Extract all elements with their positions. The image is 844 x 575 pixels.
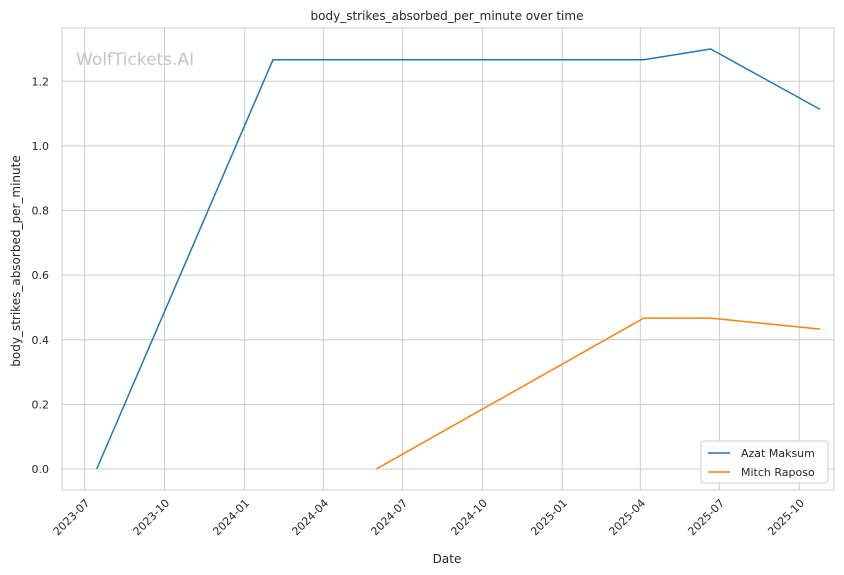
plot-frame xyxy=(61,27,835,491)
watermark: WolfTickets.AI xyxy=(76,50,194,70)
legend-label-azat-maksum: Azat Maksum xyxy=(741,447,815,460)
legend-box xyxy=(700,440,829,484)
legend: Azat Maksum Mitch Raposo xyxy=(700,440,829,484)
y-tick-label: 1.0 xyxy=(32,140,50,153)
series-lines xyxy=(96,48,821,470)
y-tick-label: 0.0 xyxy=(32,463,50,476)
series-line-azat-maksum xyxy=(96,48,821,470)
grid-lines xyxy=(62,28,834,490)
y-tick-label: 0.2 xyxy=(32,398,50,411)
chart-title: body_strikes_absorbed_per_minute over ti… xyxy=(311,9,584,23)
y-tick-label: 1.2 xyxy=(32,75,50,88)
y-tick-label: 0.4 xyxy=(32,334,50,347)
y-tick-label: 0.6 xyxy=(32,269,50,282)
y-axis-title: body_strikes_absorbed_per_minute xyxy=(9,155,23,366)
x-axis-title: Date xyxy=(433,552,462,566)
legend-label-mitch-raposo: Mitch Raposo xyxy=(741,466,815,479)
y-tick-label: 0.8 xyxy=(32,205,50,218)
series-line-mitch-raposo xyxy=(376,317,821,470)
